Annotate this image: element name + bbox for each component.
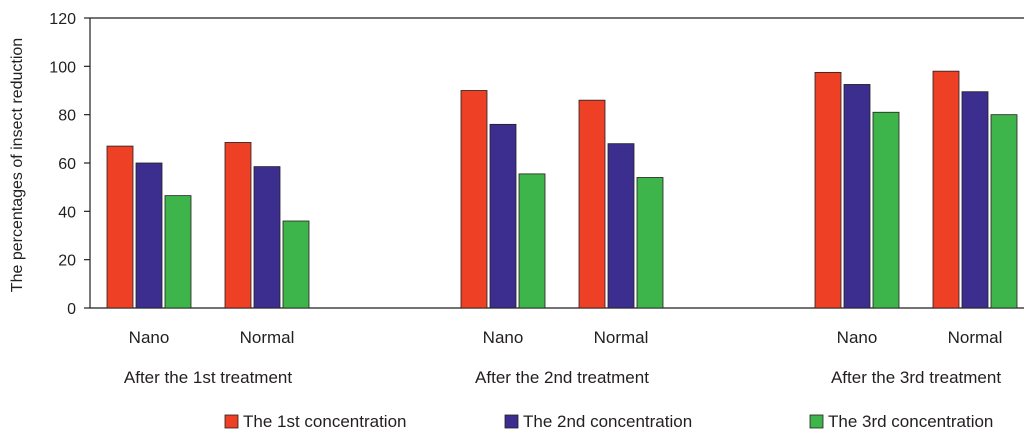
bar [607,143,635,309]
y-tick-label: 60 [58,156,76,173]
legend-label: The 3rd concentration [828,412,993,431]
bars [106,70,1018,309]
x-group-label: After the 1st treatment [124,368,292,387]
bar [135,162,163,309]
category-labels: Nano Normal After the 1st treatment Nano Nor… [124,328,1003,387]
y-axis-label: The percentages of insect reduction [9,38,26,292]
bar [578,99,606,309]
y-tick-label: 20 [58,253,76,270]
bar [872,111,900,309]
x-category-label: Nano [837,328,878,347]
bar [932,70,960,309]
y-tick-label: 0 [67,301,76,318]
bar [990,114,1018,309]
bar [518,173,546,309]
x-category-label: Nano [483,328,524,347]
bar [961,91,989,309]
bar [106,145,134,309]
legend-swatch [504,414,519,429]
bar [282,220,310,309]
legend-label: The 2nd concentration [523,412,692,431]
bar [253,166,281,309]
legend: The 1st concentration The 2nd concentrati… [224,412,993,431]
y-tick-label: 100 [49,59,76,76]
bar [843,84,871,309]
x-category-label: Normal [594,328,649,347]
bar [636,177,664,309]
x-category-label: Nano [129,328,170,347]
y-tick-label: 120 [49,11,76,28]
y-tick-label: 80 [58,108,76,125]
bar [489,123,517,309]
legend-label: The 1st concentration [243,412,406,431]
y-tick-label: 40 [58,204,76,221]
x-category-label: Normal [240,328,295,347]
bar [460,90,488,309]
bar [164,195,192,309]
x-category-label: Normal [948,328,1003,347]
x-group-label: After the 2nd treatment [475,368,649,387]
legend-swatch [224,414,239,429]
bar [814,71,842,309]
bar [224,142,252,309]
legend-swatch [809,414,824,429]
x-group-label: After the 3rd treatment [831,368,1001,387]
